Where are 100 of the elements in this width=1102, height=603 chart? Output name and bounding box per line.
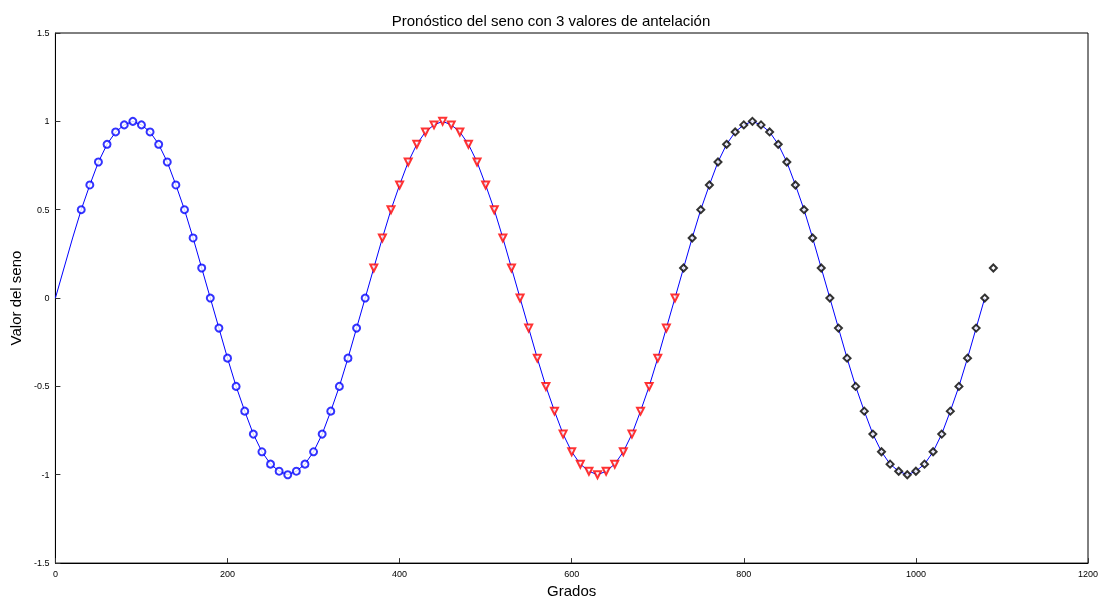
y-tick-label: 1.5 (36, 28, 50, 38)
point (360, 293, 370, 303)
point (920, 459, 930, 469)
point (911, 466, 921, 476)
point (653, 353, 663, 363)
y-tick-label: 0.5 (36, 204, 50, 215)
point (205, 293, 215, 303)
y-axis-title: Valor del seno (7, 250, 24, 346)
point (610, 459, 620, 469)
point (223, 353, 233, 363)
point (859, 406, 869, 416)
point (489, 205, 499, 215)
point (799, 205, 809, 215)
point (601, 466, 611, 476)
point (102, 139, 112, 149)
point (851, 381, 861, 391)
point (266, 459, 276, 469)
point (661, 323, 671, 333)
point (463, 139, 473, 149)
point (833, 323, 843, 333)
point (257, 447, 267, 457)
point (386, 205, 396, 215)
point (412, 139, 422, 149)
point (773, 139, 783, 149)
point (696, 205, 706, 215)
point (179, 205, 189, 215)
point (971, 323, 981, 333)
point (928, 447, 938, 457)
point (627, 429, 637, 439)
point (429, 120, 439, 130)
point (636, 406, 646, 416)
point (145, 127, 155, 137)
point (283, 470, 293, 480)
x-tick-label: 800 (736, 568, 752, 579)
point (352, 323, 362, 333)
point (334, 381, 344, 391)
point (85, 180, 95, 190)
point (765, 127, 775, 137)
point (300, 459, 310, 469)
point (722, 139, 732, 149)
point (446, 120, 456, 130)
point (963, 353, 973, 363)
point (128, 116, 138, 126)
y-tick-label: 1 (44, 116, 50, 127)
point (816, 263, 826, 273)
point (111, 127, 121, 137)
point (119, 120, 129, 130)
point (782, 157, 792, 167)
x-tick-label: 0 (52, 568, 58, 579)
point (593, 470, 603, 480)
point (377, 233, 387, 243)
point (326, 406, 336, 416)
point (420, 127, 430, 137)
point (739, 120, 749, 130)
point (248, 429, 258, 439)
point (240, 406, 250, 416)
point (506, 263, 516, 273)
point (885, 459, 895, 469)
point (162, 157, 172, 167)
point (747, 116, 757, 126)
point (980, 293, 990, 303)
point (481, 180, 491, 190)
point (945, 406, 955, 416)
point (937, 429, 947, 439)
point (756, 120, 766, 130)
point (679, 263, 689, 273)
point (472, 157, 482, 167)
point (868, 429, 878, 439)
point (584, 466, 594, 476)
x-tick-label: 400 (392, 568, 408, 579)
point (291, 466, 301, 476)
point (704, 180, 714, 190)
point (790, 180, 800, 190)
point (954, 381, 964, 391)
y-tick-label: 0 (44, 293, 50, 304)
point (567, 447, 577, 457)
x-axis-title: Grados (547, 582, 597, 599)
point (343, 353, 353, 363)
x-tick-label: 1200 (1077, 568, 1099, 579)
point (575, 459, 585, 469)
point (197, 263, 207, 273)
point (825, 293, 835, 303)
point (730, 127, 740, 137)
point (498, 233, 508, 243)
point (894, 466, 904, 476)
y-tick-label: -1.5 (33, 558, 50, 569)
point (274, 466, 284, 476)
point (687, 233, 697, 243)
point (93, 157, 103, 167)
point (524, 323, 534, 333)
point (515, 293, 525, 303)
point (618, 447, 628, 457)
point (403, 157, 413, 167)
point (369, 263, 379, 273)
point (988, 263, 998, 273)
y-tick-label: -0.5 (33, 381, 50, 392)
point (136, 120, 146, 130)
point (76, 205, 86, 215)
x-tick-label: 600 (564, 568, 580, 579)
point (558, 429, 568, 439)
